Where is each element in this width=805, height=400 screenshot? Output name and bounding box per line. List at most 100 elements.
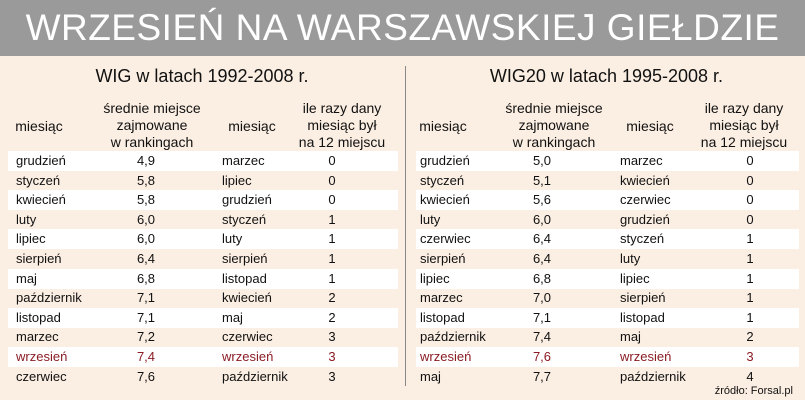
wig20-table-row: luty 6,0 grudzień 0 xyxy=(416,210,799,230)
wig20-header-count: ile razy dany miesiąc był na 12 miejscu xyxy=(692,100,796,151)
wig20-cell-month-count: czerwiec xyxy=(620,192,671,208)
wig-cell-times-12th: 3 xyxy=(328,368,336,384)
wig-table-row: październik 7,1 kwiecień 2 xyxy=(8,288,398,308)
wig20-header-month-a: miesiąc xyxy=(419,118,467,134)
wig-cell-average-place: 6,0 xyxy=(136,211,156,227)
wig20-cell-month-count: styczeń xyxy=(620,231,665,247)
wig-cell-average-place: 6,0 xyxy=(136,231,156,247)
wig20-cell-average-place: 7,1 xyxy=(532,309,552,325)
wig-table-row: listopad 7,1 maj 2 xyxy=(8,307,398,328)
wig-cell-average-place: 7,1 xyxy=(136,290,156,306)
wig-table-row: wrzesień 7,4 wrzesień 3 xyxy=(8,347,398,367)
wig-cell-average-place: 6,8 xyxy=(136,270,156,286)
wig20-cell-times-12th: 1 xyxy=(746,270,754,286)
wig20-table-row: czerwiec 6,4 styczeń 1 xyxy=(416,229,799,250)
wig20-header-count-line1: ile razy dany xyxy=(704,100,784,116)
wig-table-row: styczeń 5,8 lipiec 0 xyxy=(8,171,398,191)
wig-cell-times-12th: 1 xyxy=(328,211,336,227)
wig20-cell-month-avg: sierpień xyxy=(420,251,466,266)
wig20-cell-times-12th: 3 xyxy=(746,349,754,364)
wig20-table-row: marzec 7,0 sierpień 1 xyxy=(416,288,799,308)
wig-cell-times-12th: 0 xyxy=(328,192,336,208)
page-title: WRZESIEŃ NA WARSZAWSKIEJ GIEŁDZIE xyxy=(25,7,780,48)
wig-cell-month-count: kwiecień xyxy=(222,290,272,306)
wig-cell-month-count: marzec xyxy=(222,153,265,168)
wig20-cell-average-place: 5,0 xyxy=(532,153,552,168)
wig-header-average-line3: w rankingach xyxy=(110,134,194,150)
wig-cell-average-place: 5,8 xyxy=(136,172,156,188)
wig20-cell-month-count: wrzesień xyxy=(620,349,672,364)
wig20-cell-month-count: lipiec xyxy=(620,270,650,286)
source-note: źródło: Forsal.pl xyxy=(714,385,793,397)
wig-cell-month-avg: styczeń xyxy=(16,172,61,188)
wig-cell-month-count: sierpień xyxy=(222,251,268,266)
wig20-table-row: lipiec 6,8 lipiec 1 xyxy=(416,268,799,289)
wig20-cell-times-12th: 1 xyxy=(746,309,754,325)
wig20-cell-month-avg: kwiecień xyxy=(420,192,470,208)
wig20-cell-times-12th: 0 xyxy=(746,153,754,168)
wig-cell-times-12th: 0 xyxy=(328,153,336,168)
wig20-cell-month-count: maj xyxy=(620,329,641,345)
wig-cell-average-place: 6,4 xyxy=(136,251,156,266)
wig-cell-times-12th: 3 xyxy=(328,349,336,364)
wig20-cell-month-count: grudzień xyxy=(620,211,670,227)
wig20-cell-month-avg: wrzesień xyxy=(420,349,472,364)
wig20-cell-times-12th: 4 xyxy=(746,368,754,384)
wig-cell-month-count: maj xyxy=(222,309,243,325)
wig20-table-row: październik 7,4 maj 2 xyxy=(416,327,799,347)
wig-cell-month-avg: grudzień xyxy=(16,153,66,168)
wig-header-count-line1: ile razy dany xyxy=(302,100,382,116)
wig20-header-month-b: miesiąc xyxy=(626,118,674,134)
wig-cell-month-count: październik xyxy=(222,368,288,384)
wig-cell-month-count: lipiec xyxy=(222,172,252,188)
wig20-cell-month-avg: maj xyxy=(420,368,441,384)
wig-cell-times-12th: 2 xyxy=(328,309,336,325)
wig-cell-month-count: czerwiec xyxy=(222,329,273,345)
wig20-header-count-line2: miesiąc był xyxy=(709,117,779,133)
wig-table-row: czerwiec 7,6 październik 3 xyxy=(8,367,398,387)
wig20-cell-times-12th: 1 xyxy=(746,231,754,247)
wig20-table-row: grudzień 5,0 marzec 0 xyxy=(416,151,799,171)
panel-divider xyxy=(405,66,406,386)
wig20-table-row: kwiecień 5,6 czerwiec 0 xyxy=(416,190,799,211)
wig20-cell-month-avg: listopad xyxy=(420,309,465,325)
wig20-cell-month-avg: styczeń xyxy=(420,172,465,188)
wig20-cell-month-avg: czerwiec xyxy=(420,231,471,247)
wig20-cell-month-avg: lipiec xyxy=(420,270,450,286)
wig20-cell-month-count: listopad xyxy=(620,309,665,325)
wig20-cell-times-12th: 1 xyxy=(746,290,754,306)
wig-cell-month-avg: luty xyxy=(16,211,37,227)
wig20-cell-month-count: luty xyxy=(620,251,641,266)
wig-cell-month-avg: kwiecień xyxy=(16,192,66,208)
wig-header-count-line2: miesiąc był xyxy=(307,117,377,133)
wig-header-average-line2: zajmowane xyxy=(116,117,188,133)
wig-cell-average-place: 7,2 xyxy=(136,329,156,345)
wig-header-month-b: miesiąc xyxy=(228,118,276,134)
wig-table-row: luty 6,0 styczeń 1 xyxy=(8,210,398,230)
wig-cell-month-avg: marzec xyxy=(16,329,59,345)
wig-cell-average-place: 7,1 xyxy=(136,309,156,325)
wig-cell-times-12th: 3 xyxy=(328,329,336,345)
wig20-cell-average-place: 5,6 xyxy=(532,192,552,208)
wig-header-average-line1: średnie miejsce xyxy=(103,100,201,116)
wig20-cell-month-count: marzec xyxy=(620,153,663,168)
wig-table-row: maj 6,8 listopad 1 xyxy=(8,268,398,289)
wig20-cell-month-avg: grudzień xyxy=(420,153,470,168)
wig-cell-times-12th: 1 xyxy=(328,251,336,266)
wig20-header-average: średnie miejsce zajmowane w rankingach xyxy=(494,100,614,151)
wig20-header-average-line1: średnie miejsce xyxy=(505,100,603,116)
wig20-subtitle: WIG20 w latach 1995-2008 r. xyxy=(489,66,724,86)
wig-header-count-line3: na 12 miejscu xyxy=(298,134,386,150)
wig-header-count: ile razy dany miesiąc był na 12 miejscu xyxy=(290,100,394,151)
wig-cell-month-avg: maj xyxy=(16,270,37,286)
wig20-cell-month-avg: październik xyxy=(420,329,486,345)
wig-subtitle: WIG w latach 1992-2008 r. xyxy=(95,66,309,86)
wig-cell-month-avg: wrzesień xyxy=(16,349,68,364)
wig20-cell-times-12th: 0 xyxy=(746,172,754,188)
wig-cell-average-place: 7,4 xyxy=(136,349,156,364)
wig-table-row: marzec 7,2 czerwiec 3 xyxy=(8,327,398,347)
wig20-cell-average-place: 6,0 xyxy=(532,211,552,227)
wig-table-row: grudzień 4,9 marzec 0 xyxy=(8,151,398,171)
wig-cell-month-avg: czerwiec xyxy=(16,368,67,384)
wig20-cell-month-avg: marzec xyxy=(420,290,463,306)
